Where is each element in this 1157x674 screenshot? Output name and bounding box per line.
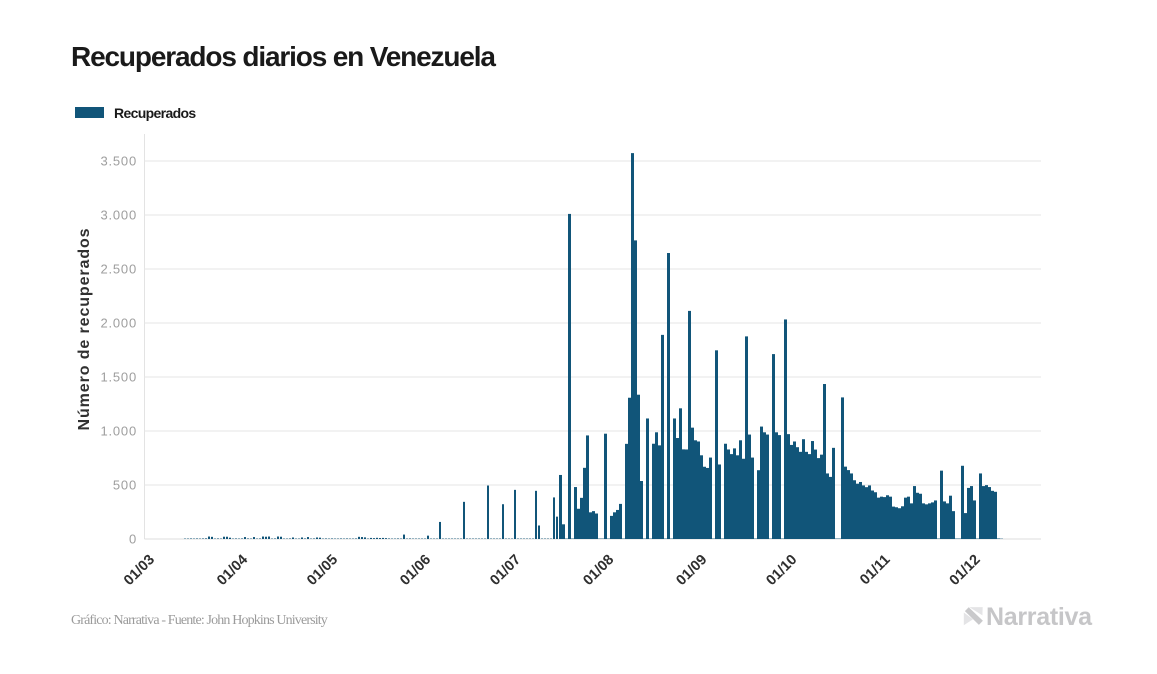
svg-text:0: 0 [129,532,137,547]
svg-text:Recuperados: Recuperados [114,105,196,121]
svg-text:2.000: 2.000 [100,316,137,331]
svg-text:3.500: 3.500 [100,154,137,169]
svg-text:Recuperados diarios en Venezue: Recuperados diarios en Venezuela [71,41,496,72]
svg-text:Número de recuperados: Número de recuperados [76,228,93,431]
svg-text:500: 500 [113,478,137,493]
svg-text:3.000: 3.000 [100,208,137,223]
svg-text:1.500: 1.500 [100,370,137,385]
svg-text:1.000: 1.000 [100,424,137,439]
svg-text:Narrativa: Narrativa [986,603,1093,631]
svg-text:2.500: 2.500 [100,262,137,277]
svg-text:Gráfico: Narrativa - Fuente: J: Gráfico: Narrativa - Fuente: John Hopkin… [71,613,328,628]
